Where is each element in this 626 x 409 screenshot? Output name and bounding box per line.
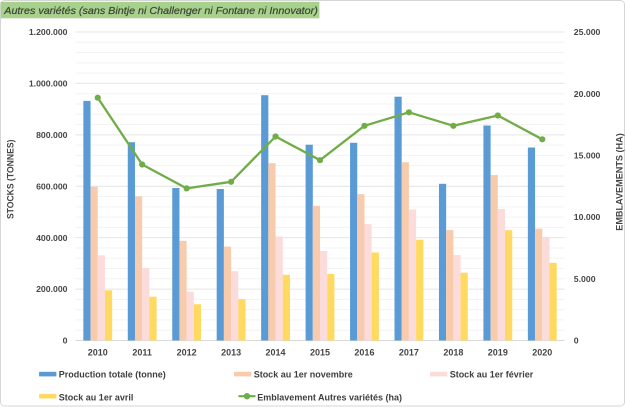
svg-text:EMBLAVEMENTS (HA): EMBLAVEMENTS (HA) — [614, 133, 624, 231]
svg-text:2011: 2011 — [132, 348, 152, 358]
svg-text:15.000: 15.000 — [574, 151, 601, 161]
svg-text:1.000.000: 1.000.000 — [29, 79, 68, 89]
svg-text:2020: 2020 — [532, 348, 552, 358]
svg-text:Emblavement Autres variétés (h: Emblavement Autres variétés (ha) — [257, 392, 402, 402]
svg-text:Production totale (tonne): Production totale (tonne) — [59, 370, 166, 380]
svg-text:2018: 2018 — [443, 348, 463, 358]
svg-text:2019: 2019 — [488, 348, 508, 358]
svg-text:200.000: 200.000 — [36, 284, 68, 294]
svg-text:2015: 2015 — [310, 348, 330, 358]
svg-text:0: 0 — [574, 336, 579, 346]
svg-text:Stock au 1er novembre: Stock au 1er novembre — [254, 370, 353, 380]
svg-text:20.000: 20.000 — [574, 89, 601, 99]
svg-text:Stock au 1er février: Stock au 1er février — [450, 370, 534, 380]
svg-text:400.000: 400.000 — [36, 233, 68, 243]
svg-text:2014: 2014 — [266, 348, 286, 358]
svg-text:1.200.000: 1.200.000 — [29, 27, 68, 37]
svg-text:STOCKS (TONNES): STOCKS (TONNES) — [6, 139, 16, 219]
svg-text:Autres variétés (sans Bintje n: Autres variétés (sans Bintje ni Challeng… — [3, 6, 318, 17]
svg-text:2010: 2010 — [88, 348, 108, 358]
svg-text:5.000: 5.000 — [574, 274, 596, 284]
svg-text:2017: 2017 — [399, 348, 419, 358]
svg-text:2013: 2013 — [221, 348, 241, 358]
svg-text:2016: 2016 — [354, 348, 374, 358]
svg-text:Stock au 1er avril: Stock au 1er avril — [59, 392, 134, 402]
svg-text:25.000: 25.000 — [574, 27, 601, 37]
svg-text:800.000: 800.000 — [36, 130, 68, 140]
svg-text:0: 0 — [63, 336, 68, 346]
svg-text:600.000: 600.000 — [36, 181, 68, 191]
svg-text:10.000: 10.000 — [574, 212, 601, 222]
svg-text:2012: 2012 — [177, 348, 197, 358]
